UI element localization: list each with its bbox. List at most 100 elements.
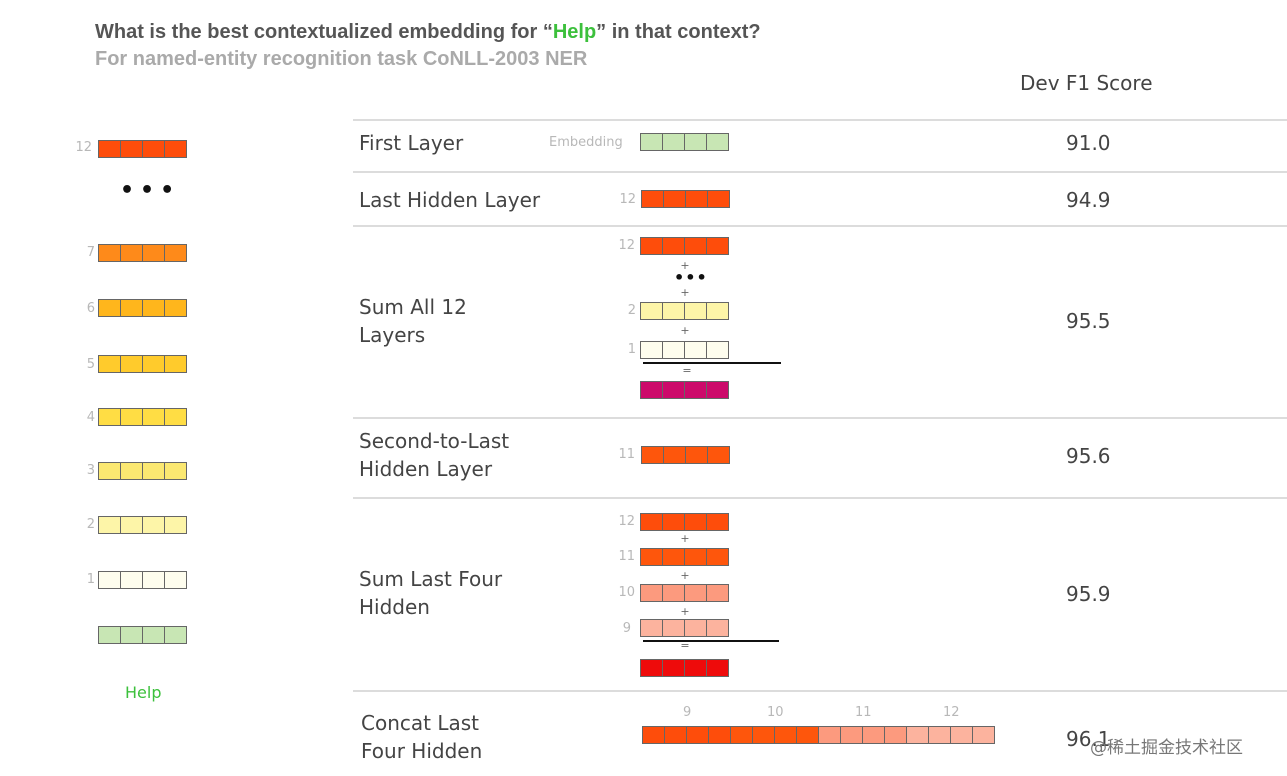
vector-cell [662, 237, 685, 255]
vector-cell [641, 446, 664, 464]
vector-cell [662, 619, 685, 637]
vector-cell [684, 381, 707, 399]
vector-cell [164, 462, 187, 480]
vector-cell [98, 244, 121, 262]
f1-score: 91.0 [1066, 131, 1111, 155]
vector-cell [662, 548, 685, 566]
concat-vector [642, 726, 995, 744]
layer-number: 7 [86, 245, 95, 260]
vector-cell [120, 299, 143, 317]
layer-vector [640, 584, 729, 602]
layer-number: 5 [86, 357, 95, 372]
row-label: Last Hidden Layer [359, 188, 541, 212]
segment-label: 9 [683, 705, 692, 720]
plus-sign: + [680, 286, 690, 299]
vector-cell [640, 548, 663, 566]
f1-score: 95.5 [1066, 309, 1111, 333]
layer-vector [641, 190, 730, 208]
vector-cell [708, 726, 731, 744]
plus-sign: + [680, 324, 690, 337]
layer-vector [98, 516, 187, 534]
vector-cell [684, 237, 707, 255]
vector-cell [142, 571, 165, 589]
equals-sign: = [680, 639, 690, 652]
vector-cell [640, 584, 663, 602]
layer-vector [98, 462, 187, 480]
vector-cell [98, 571, 121, 589]
plus-sign: + [680, 569, 690, 582]
vector-cell [752, 726, 775, 744]
vector-cell [142, 299, 165, 317]
vector-cell [164, 140, 187, 158]
layer-number: 6 [86, 301, 95, 316]
vector-cell [707, 190, 730, 208]
vector-label: 2 [627, 303, 636, 318]
layer-vector [98, 571, 187, 589]
vector-cell [662, 133, 685, 151]
vector-cell [706, 133, 729, 151]
f1-score: 95.9 [1066, 582, 1111, 606]
ellipsis-dots: ••• [120, 178, 181, 203]
equals-sign: = [682, 364, 692, 377]
vector-cell [164, 408, 187, 426]
vector-cell [142, 626, 165, 644]
vector-label: 11 [618, 447, 635, 462]
layer-vector [640, 237, 729, 255]
vector-cell [706, 659, 729, 677]
vector-cell [706, 237, 729, 255]
score-column-header: Dev F1 Score [1020, 71, 1153, 95]
row-label: Second-to-Last Hidden Layer [359, 429, 510, 481]
vector-cell [98, 355, 121, 373]
sum-line [643, 362, 781, 364]
vector-cell [684, 584, 707, 602]
f1-score: 94.9 [1066, 188, 1111, 212]
row-label: Sum Last Four Hidden [359, 567, 503, 619]
layer-vector [640, 513, 729, 531]
vector-cell [120, 244, 143, 262]
vector-cell [686, 726, 709, 744]
vector-cell [640, 133, 663, 151]
vector-cell [684, 133, 707, 151]
vector-cell [663, 190, 686, 208]
vector-cell [662, 381, 685, 399]
vector-cell [164, 626, 187, 644]
title-prefix: What is the best contextualized embeddin… [95, 21, 553, 43]
vector-cell [840, 726, 863, 744]
vector-label: 12 [618, 238, 635, 253]
layer-vector [98, 408, 187, 426]
vector-cell [684, 548, 707, 566]
vector-cell [972, 726, 995, 744]
plus-sign: + [680, 532, 690, 545]
plus-sign: + [680, 605, 690, 618]
vector-cell [142, 516, 165, 534]
vector-cell [706, 341, 729, 359]
segment-label: 11 [855, 705, 872, 720]
vector-cell [928, 726, 951, 744]
row-label: Sum All 12 Layers [359, 295, 467, 347]
row-divider [353, 171, 1287, 173]
vector-cell [640, 619, 663, 637]
vector-cell [641, 190, 664, 208]
input-word: Help [125, 683, 162, 702]
row-label: Concat Last Four Hidden [361, 711, 483, 763]
vector-cell [142, 244, 165, 262]
vector-cell [120, 408, 143, 426]
row-divider [353, 417, 1287, 419]
vector-cell [662, 659, 685, 677]
vector-label: 12 [618, 514, 635, 529]
page-subtitle: For named-entity recognition task CoNLL-… [95, 48, 588, 70]
vector-cell [818, 726, 841, 744]
layer-vector [640, 341, 729, 359]
layer-vector [98, 244, 187, 262]
vector-cell [684, 341, 707, 359]
row-divider [353, 497, 1287, 499]
embedding-vector [640, 133, 729, 151]
row-divider [353, 690, 1287, 692]
vector-cell [142, 408, 165, 426]
plus-sign: + [680, 259, 690, 272]
vector-cell [684, 513, 707, 531]
layer-vector [641, 446, 730, 464]
layer-vector [640, 548, 729, 566]
vector-cell [142, 140, 165, 158]
vector-cell [663, 446, 686, 464]
